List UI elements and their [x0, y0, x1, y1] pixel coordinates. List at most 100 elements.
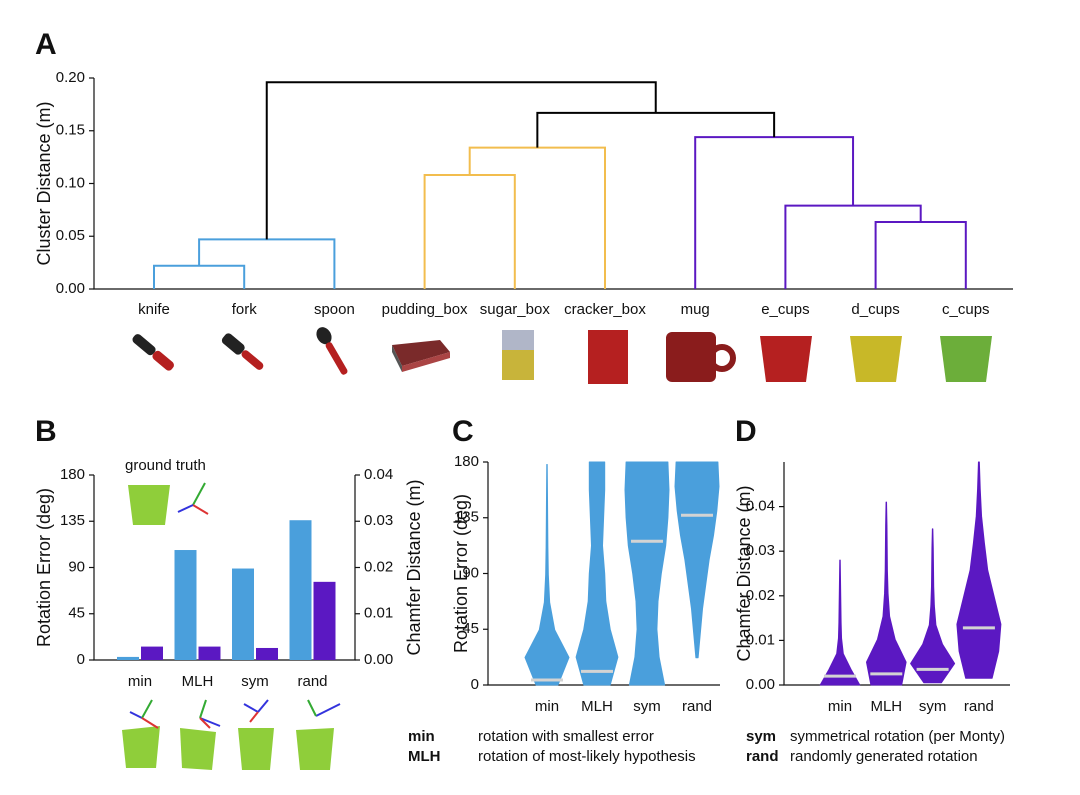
x-tick-label: rand — [682, 698, 712, 715]
fork-icon — [221, 333, 264, 370]
spine — [93, 78, 1013, 290]
y-tick-label: 135 — [454, 509, 479, 526]
y-tick-label: 0.02 — [364, 558, 393, 575]
note-text: rotation of most-likely hypothesis — [478, 748, 696, 765]
axis-label: Rotation Error (deg) — [34, 488, 54, 647]
y-tick-label: 135 — [60, 512, 85, 529]
dendrogram-link — [694, 136, 855, 289]
e-cups-icon — [760, 336, 812, 382]
y-tick-label: 0.00 — [56, 280, 85, 297]
x-tick-label: sym — [241, 673, 269, 690]
panel-label: D — [735, 415, 757, 448]
violin — [956, 461, 1002, 679]
violin — [624, 461, 670, 686]
dendrogram-link — [198, 238, 336, 289]
mug-icon — [666, 332, 736, 382]
spine — [93, 475, 356, 661]
y-tick-label: 0.04 — [364, 466, 393, 483]
x-tick-label: sym — [919, 698, 947, 715]
leaf-label: pudding_box — [382, 301, 468, 318]
pudding-box-icon — [392, 340, 450, 372]
leaf-label: sugar_box — [480, 301, 551, 318]
y-tick-label: 90 — [68, 558, 85, 575]
violin — [575, 461, 619, 686]
x-tick-label: min — [535, 698, 559, 715]
dendrogram-link — [423, 174, 516, 289]
note-text: rotation with smallest error — [478, 728, 654, 745]
sugar-box-top — [502, 330, 534, 350]
cracker-box-icon — [588, 330, 628, 384]
panel-label: B — [35, 415, 57, 448]
violin — [819, 559, 861, 686]
bar — [313, 581, 336, 660]
y-tick-label: 0 — [77, 651, 85, 668]
bar — [141, 646, 163, 660]
x-tick-label: rand — [297, 673, 327, 690]
y-tick-label: 0.02 — [746, 587, 775, 604]
note-text: symmetrical rotation (per Monty) — [790, 728, 1005, 745]
violin — [866, 501, 907, 686]
spoon-icon — [316, 327, 348, 375]
bar — [289, 520, 312, 660]
gt-cup-icon — [128, 485, 170, 525]
x-tick-label: min — [128, 673, 152, 690]
bar — [232, 568, 254, 660]
dendrogram-link — [265, 81, 657, 240]
axis-label: Rotation Error (deg) — [451, 494, 471, 653]
axis-label: Chamfer Distance (m) — [734, 485, 754, 661]
leaf-label: c_cups — [942, 301, 990, 318]
violin — [524, 463, 570, 686]
leaf-label: spoon — [314, 301, 355, 318]
axis-label: Cluster Distance (m) — [34, 101, 54, 265]
x-tick-label: MLH — [182, 673, 214, 690]
gt-axes — [177, 482, 209, 515]
y-tick-label: 0.05 — [56, 227, 85, 244]
violin — [674, 461, 720, 659]
leaf-label: fork — [232, 301, 258, 318]
leaf-label: knife — [138, 301, 170, 318]
dendrogram-link — [536, 111, 776, 148]
annotation: ground truth — [125, 457, 206, 474]
note-key: rand — [746, 748, 779, 765]
violin — [910, 528, 956, 684]
y-tick-label: 0.01 — [746, 631, 775, 648]
object-icons — [122, 327, 992, 770]
bar — [117, 656, 139, 660]
y-tick-label: 0.15 — [56, 122, 85, 139]
y-tick-label: 0.00 — [364, 651, 393, 668]
dendrogram-link — [468, 146, 606, 289]
y-tick-label: 0.03 — [746, 542, 775, 559]
note-key: min — [408, 728, 435, 745]
note-key: MLH — [408, 748, 441, 765]
knife-icon — [132, 334, 174, 371]
dendrogram-link — [784, 204, 922, 289]
dendrogram-link — [153, 264, 246, 289]
bar — [256, 647, 278, 660]
y-tick-label: 0 — [471, 676, 479, 693]
bar — [174, 550, 197, 660]
y-tick-label: 0.03 — [364, 512, 393, 529]
leaf-label: mug — [681, 301, 710, 318]
dendrogram-link — [874, 221, 967, 289]
d-cups-icon — [850, 336, 902, 382]
y-tick-label: 180 — [60, 466, 85, 483]
spine — [783, 462, 1010, 686]
y-tick-label: 0.00 — [746, 676, 775, 693]
x-tick-label: MLH — [581, 698, 613, 715]
c-cups-icon — [940, 336, 992, 382]
y-tick-label: 0.20 — [56, 69, 85, 86]
leaf-label: d_cups — [851, 301, 899, 318]
panel-label: A — [35, 28, 57, 61]
bar — [198, 646, 221, 660]
rotated-axes — [129, 699, 341, 729]
x-tick-label: rand — [964, 698, 994, 715]
note-text: randomly generated rotation — [790, 748, 978, 765]
y-tick-label: 0.01 — [364, 605, 393, 622]
y-tick-label: 0.10 — [56, 174, 85, 191]
y-tick-label: 45 — [68, 605, 85, 622]
x-tick-label: MLH — [870, 698, 902, 715]
leaf-label: e_cups — [761, 301, 809, 318]
x-tick-label: min — [828, 698, 852, 715]
y-tick-label: 45 — [462, 620, 479, 637]
